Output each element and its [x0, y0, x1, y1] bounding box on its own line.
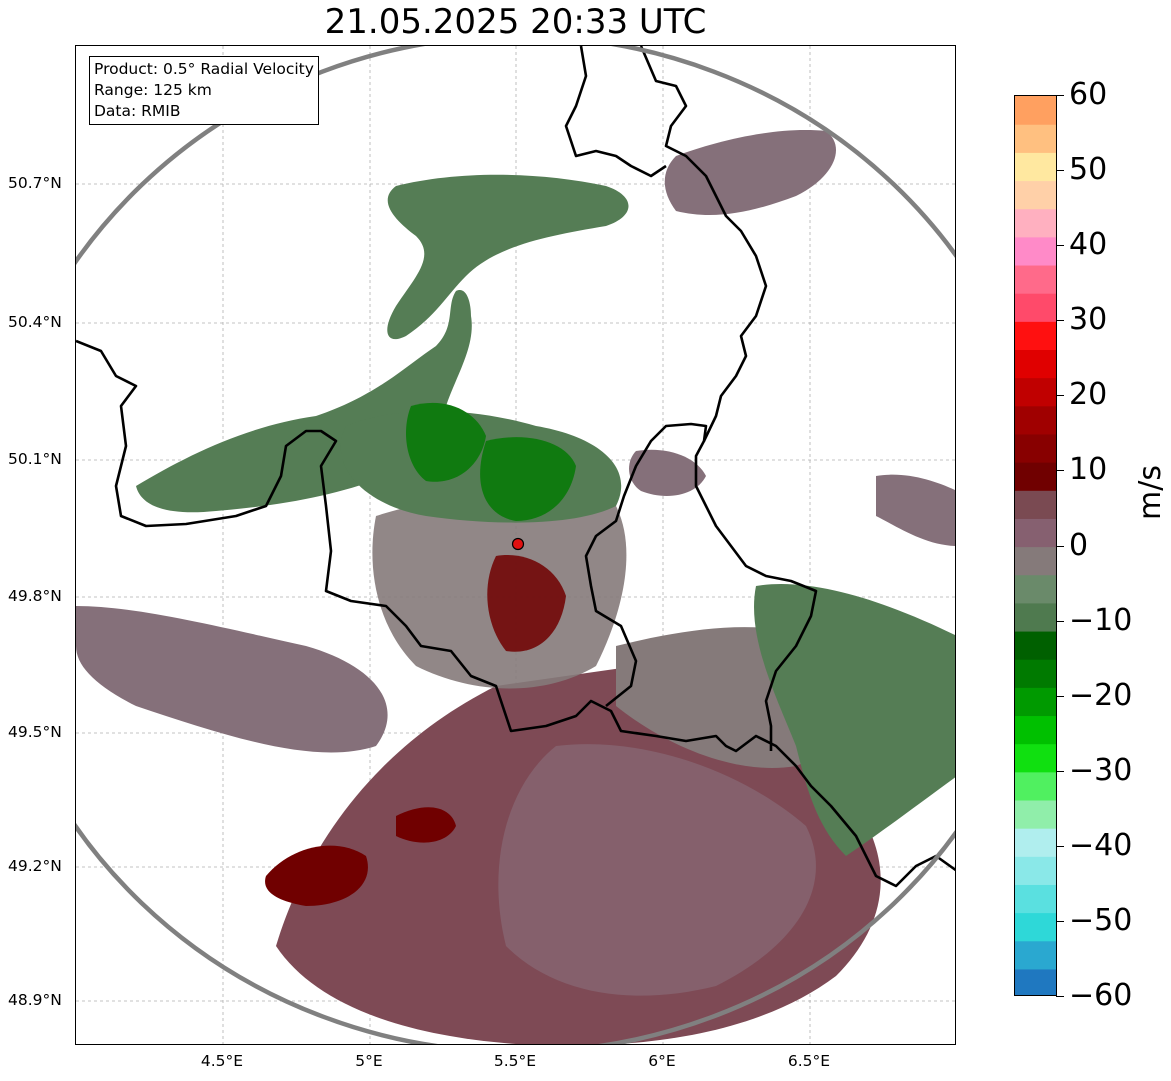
lat-tick-label: 49.2°N — [8, 857, 62, 875]
lat-tick-label: 49.8°N — [8, 587, 62, 605]
colorbar-tick-label: 30 — [1069, 302, 1108, 338]
colorbar-band — [1015, 180, 1056, 210]
lon-tick-label: 5.5°E — [493, 1052, 537, 1070]
colorbar-tick-label: 50 — [1069, 152, 1108, 188]
colorbar-band — [1015, 236, 1056, 266]
lat-tick-label: 49.5°N — [8, 723, 62, 741]
colorbar-band — [1015, 490, 1056, 519]
colorbar-tick-mark — [1056, 996, 1064, 997]
colorbar-tick-label: 0 — [1069, 527, 1089, 563]
product-line: Product: 0.5° Radial Velocity — [94, 60, 314, 78]
colorbar-tick-label: −30 — [1069, 752, 1133, 788]
colorbar-band — [1015, 940, 1056, 970]
colorbar-band — [1015, 321, 1056, 351]
colorbar-band — [1015, 884, 1056, 914]
colorbar-tick-label: −60 — [1069, 978, 1133, 1013]
colorbar-tick-mark — [1056, 95, 1064, 96]
data-source-line: Data: RMIB — [94, 102, 181, 120]
colorbar-tick-mark — [1056, 695, 1064, 697]
northeast-echo — [629, 130, 955, 546]
colorbar-band — [1015, 574, 1056, 604]
colorbar-band — [1015, 405, 1056, 435]
colorbar-band — [1015, 462, 1056, 491]
lon-tick-label: 4.5°E — [200, 1052, 244, 1070]
lon-tick-label: 6.5°E — [787, 1052, 831, 1070]
colorbar-band — [1015, 687, 1056, 717]
colorbar-tick-label: 10 — [1069, 452, 1108, 488]
lon-tick-label: 5°E — [355, 1052, 383, 1070]
colorbar-band — [1015, 799, 1056, 829]
colorbar-band — [1015, 912, 1056, 942]
colorbar-tick-label: −20 — [1069, 677, 1133, 713]
radar-map[interactable] — [75, 45, 956, 1045]
radar-site-marker — [511, 537, 525, 551]
lat-tick-label: 50.7°N — [8, 174, 62, 192]
colorbar-tick-label: −40 — [1069, 827, 1133, 863]
colorbar-tick-mark — [1056, 845, 1064, 847]
colorbar-band — [1015, 518, 1056, 548]
radar-map-canvas — [76, 46, 955, 1044]
colorbar-band — [1015, 602, 1056, 632]
colorbar-tick-mark — [1056, 770, 1064, 772]
velocity-colorbar — [1014, 95, 1057, 996]
colorbar-tick-label: −50 — [1069, 902, 1133, 938]
colorbar-unit-label: m/s — [1133, 465, 1168, 520]
colorbar-band — [1015, 715, 1056, 745]
colorbar-tick-mark — [1056, 545, 1064, 547]
colorbar-band — [1015, 349, 1056, 379]
colorbar-gradient — [1015, 96, 1056, 995]
colorbar-band — [1015, 152, 1056, 182]
inbound-echo-north — [136, 174, 955, 856]
product-info-box: Product: 0.5° Radial Velocity Range: 125… — [89, 56, 319, 125]
colorbar-tick-mark — [1056, 620, 1064, 622]
colorbar-band — [1015, 659, 1056, 688]
colorbar-band — [1015, 630, 1056, 660]
colorbar-tick-mark — [1056, 170, 1064, 172]
colorbar-band — [1015, 264, 1056, 294]
colorbar-band — [1015, 293, 1056, 322]
colorbar-tick-mark — [1056, 395, 1064, 397]
colorbar-band — [1015, 433, 1056, 463]
colorbar-tick-mark — [1056, 470, 1064, 472]
colorbar-band — [1015, 124, 1056, 153]
colorbar-tick-mark — [1056, 920, 1064, 922]
colorbar-tick-label: −10 — [1069, 602, 1133, 638]
colorbar-band — [1015, 743, 1056, 773]
country-borders — [76, 46, 955, 888]
colorbar-tick-mark — [1056, 245, 1064, 247]
colorbar-band — [1015, 771, 1056, 801]
colorbar-band — [1015, 96, 1056, 125]
colorbar-tick-mark — [1056, 320, 1064, 322]
colorbar-tick-label: 40 — [1069, 227, 1108, 263]
colorbar-band — [1015, 208, 1056, 238]
lat-tick-label: 50.1°N — [8, 450, 62, 468]
range-line: Range: 125 km — [94, 81, 212, 99]
colorbar-band — [1015, 546, 1056, 576]
colorbar-tick-label: 20 — [1069, 377, 1108, 413]
colorbar-band — [1015, 828, 1056, 857]
colorbar-band — [1015, 856, 1056, 885]
map-title: 21.05.2025 20:33 UTC — [324, 2, 707, 42]
lon-tick-label: 6°E — [648, 1052, 676, 1070]
colorbar-tick-label: 60 — [1069, 77, 1108, 112]
lat-tick-label: 50.4°N — [8, 313, 62, 331]
colorbar-band — [1015, 968, 1056, 995]
colorbar-band — [1015, 377, 1056, 407]
lat-tick-label: 48.9°N — [8, 991, 62, 1009]
near-radar-echo — [372, 495, 627, 689]
